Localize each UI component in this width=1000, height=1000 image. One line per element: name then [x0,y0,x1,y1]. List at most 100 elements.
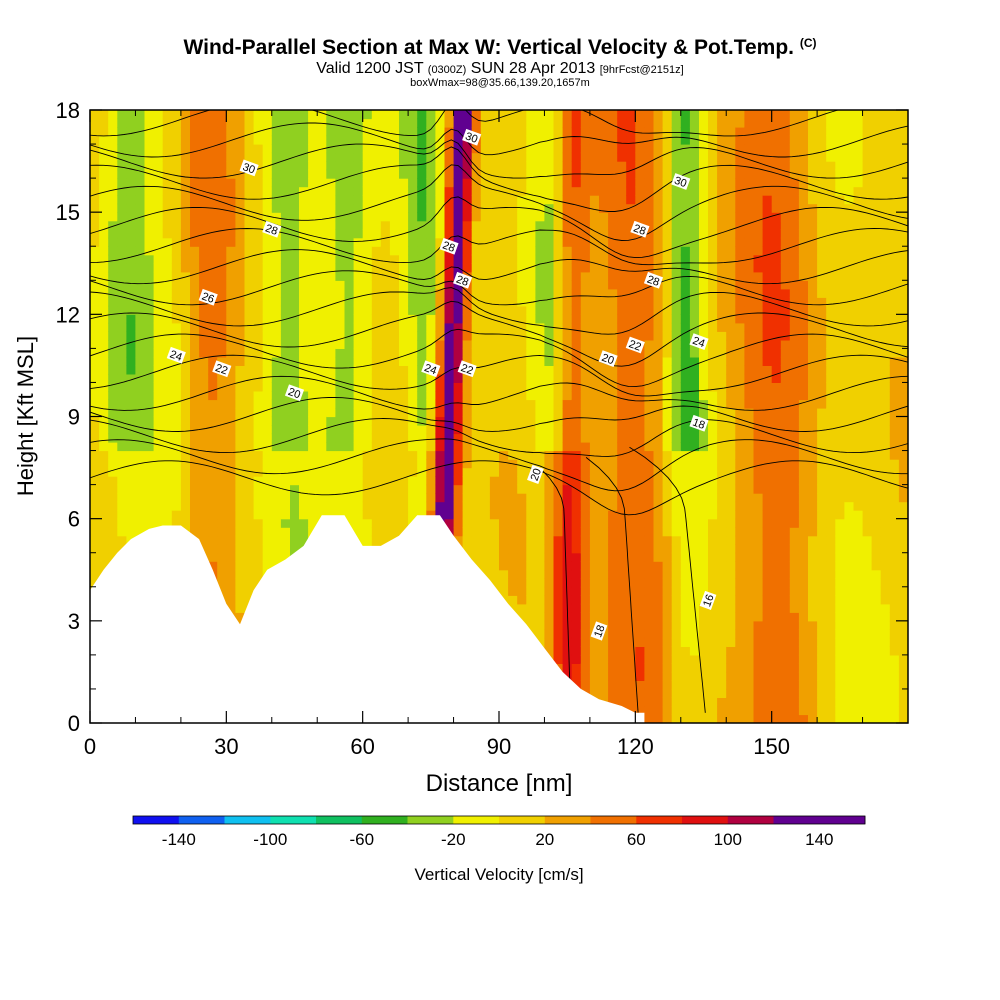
velocity-cell [99,186,109,196]
velocity-cell [353,356,364,366]
velocity-cell [426,152,436,162]
velocity-cell [462,442,473,452]
velocity-cell [117,510,127,520]
velocity-cell [344,484,355,494]
velocity-cell [708,671,718,681]
velocity-cell [680,620,691,630]
velocity-cell [608,484,618,494]
velocity-cell [571,527,582,537]
velocity-cell [717,612,727,622]
velocity-cell [362,322,373,332]
velocity-cell [353,305,364,315]
velocity-cell [99,518,109,528]
velocity-cell [599,212,609,222]
velocity-cell [617,331,627,341]
velocity-cell [653,110,664,120]
velocity-cell [99,373,109,383]
velocity-cell [617,510,627,520]
velocity-cell [589,569,600,579]
velocity-cell [190,391,200,401]
velocity-cell [617,118,627,128]
velocity-cell [108,314,118,324]
velocity-cell [244,263,255,273]
velocity-cell [471,544,482,554]
velocity-cell [253,578,264,588]
velocity-cell [653,578,664,588]
velocity-cell [426,348,436,358]
velocity-cell [680,646,691,656]
velocity-cell [126,416,137,426]
velocity-cell [635,646,645,656]
velocity-cell [608,110,618,120]
velocity-cell [99,510,109,520]
velocity-cell [235,195,246,205]
velocity-cell [226,237,236,247]
velocity-cell [526,535,536,545]
velocity-cell [562,373,573,383]
velocity-cell [326,127,336,137]
velocity-cell [671,118,682,128]
velocity-cell [290,365,300,375]
velocity-cell [535,552,546,562]
velocity-cell [144,288,155,298]
velocity-cell [489,305,500,315]
velocity-cell [653,706,664,716]
velocity-cell [617,127,627,137]
velocity-cell [271,169,282,179]
velocity-cell [262,288,273,298]
velocity-cell [617,348,627,358]
velocity-cell [144,518,155,528]
velocity-cell [662,433,673,443]
velocity-cell [562,220,573,230]
velocity-cell [235,391,246,401]
velocity-cell [517,144,527,154]
velocity-cell [644,552,655,562]
velocity-cell [399,391,409,401]
velocity-cell [662,595,673,605]
velocity-cell [162,254,173,264]
velocity-cell [435,195,446,205]
velocity-cell [635,169,645,179]
velocity-cell [190,510,200,520]
velocity-cell [326,297,336,307]
velocity-cell [99,110,109,120]
velocity-cell [617,467,627,477]
velocity-cell [117,237,127,247]
velocity-cell [444,135,455,145]
velocity-cell [526,127,536,137]
velocity-cell [444,254,455,264]
velocity-cell [526,493,536,503]
velocity-cell [489,110,500,120]
velocity-cell [580,510,591,520]
velocity-cell [126,195,137,205]
velocity-cell [680,697,691,707]
velocity-cell [689,127,700,137]
velocity-cell [517,212,527,222]
velocity-cell [417,246,427,256]
velocity-cell [680,535,691,545]
velocity-cell [635,484,645,494]
velocity-cell [380,118,391,128]
velocity-cell [689,263,700,273]
velocity-cell [435,110,446,120]
velocity-cell [480,297,491,307]
velocity-cell [580,399,591,409]
velocity-cell [626,595,636,605]
velocity-cell [608,595,618,605]
velocity-cell [689,629,700,639]
velocity-cell [489,348,500,358]
velocity-cell [299,373,309,383]
velocity-cell [426,237,436,247]
velocity-cell [117,127,127,137]
velocity-cell [208,493,218,503]
velocity-cell [280,450,291,460]
velocity-cell [571,195,582,205]
velocity-cell [599,637,609,647]
velocity-cell [217,229,227,239]
velocity-cell [235,229,246,239]
velocity-cell [426,399,436,409]
velocity-cell [489,297,500,307]
velocity-cell [344,425,355,435]
velocity-cell [535,118,546,128]
velocity-cell [353,314,364,324]
